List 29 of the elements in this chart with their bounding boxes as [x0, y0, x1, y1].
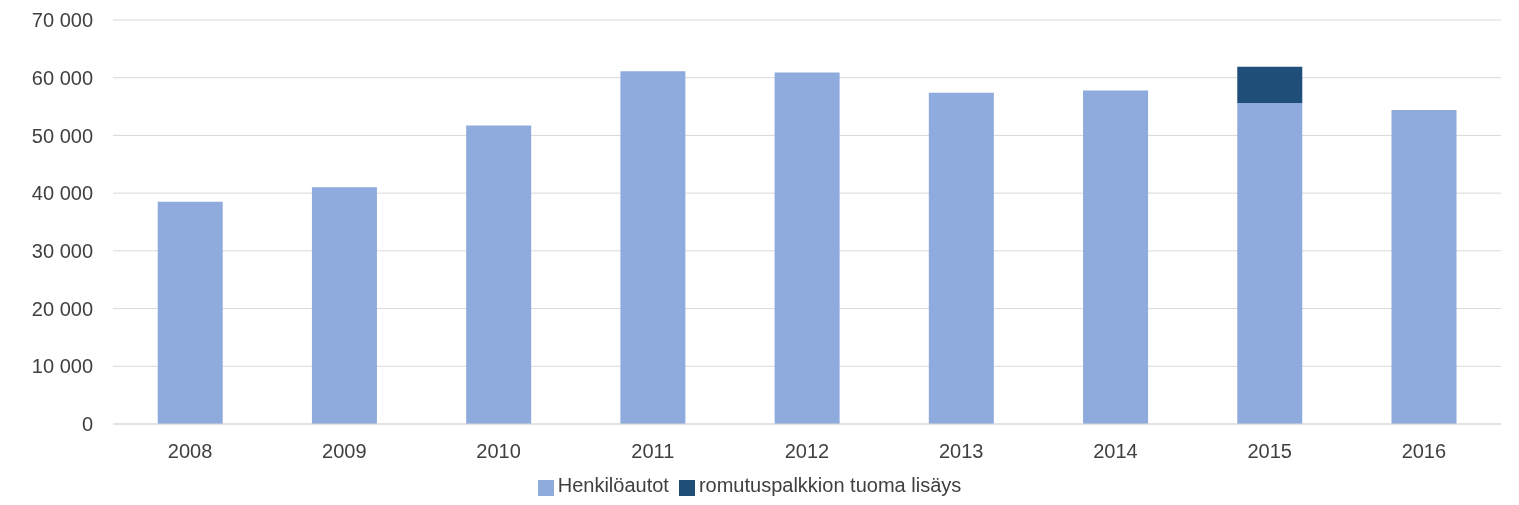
- y-tick-label: 60 000: [31, 66, 93, 89]
- bar: [928, 92, 994, 424]
- x-tick-label: 2010: [476, 440, 521, 463]
- y-tick-label: 70 000: [31, 9, 93, 32]
- x-tick-label: 2008: [167, 440, 213, 463]
- y-tick-label: 20 000: [31, 297, 93, 320]
- legend-label: romutuspalkkion tuoma lisäys: [698, 474, 962, 496]
- x-tick-label: 2012: [784, 440, 830, 463]
- bar: [774, 72, 840, 424]
- legend-label: Henkilöautot: [557, 474, 669, 496]
- x-tick-label: 2009: [322, 440, 367, 463]
- bar: [1083, 90, 1149, 424]
- y-tick-label: 0: [81, 413, 93, 436]
- bar: [1237, 66, 1303, 104]
- x-tick-label: 2013: [938, 440, 984, 463]
- bar: [1391, 110, 1457, 424]
- x-tick-label: 2016: [1401, 440, 1447, 463]
- bar: [466, 125, 532, 424]
- x-tick-label: 2011: [631, 440, 675, 463]
- y-tick-label: 40 000: [31, 182, 93, 205]
- y-tick-label: 10 000: [31, 355, 93, 378]
- y-tick-label: 50 000: [31, 124, 93, 147]
- x-tick-label: 2014: [1093, 440, 1138, 463]
- x-tick-label: 2015: [1247, 440, 1292, 463]
- bar: [620, 71, 686, 424]
- bar: [157, 201, 223, 424]
- bar: [1237, 103, 1303, 424]
- y-tick-label: 30 000: [31, 239, 93, 262]
- bar: [311, 187, 377, 424]
